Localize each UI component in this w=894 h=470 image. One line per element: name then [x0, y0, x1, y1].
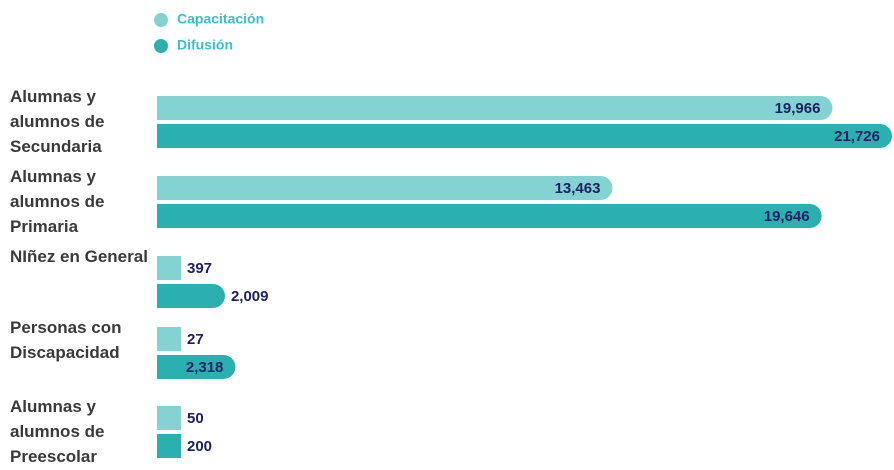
value-label: 19,646 — [764, 208, 810, 225]
category-label: Alumnas y alumnos de Secundaria — [10, 87, 105, 156]
value-label: 13,463 — [555, 180, 601, 197]
value-label: 2,009 — [231, 288, 269, 305]
value-label: 19,966 — [775, 100, 821, 117]
category-label: Alumnas y alumnos de Preescolar — [10, 397, 105, 466]
bar-square-end — [157, 204, 181, 228]
bar-square-end — [157, 124, 181, 148]
bar-square-end — [157, 327, 181, 351]
bar-square-end — [157, 284, 181, 308]
category-label: NIñez en General — [10, 247, 148, 266]
value-label: 21,726 — [834, 128, 880, 145]
bar — [157, 204, 822, 228]
value-label: 50 — [187, 410, 204, 427]
legend-swatch — [154, 13, 168, 27]
value-label: 200 — [187, 438, 212, 455]
bar-square-end — [157, 256, 181, 280]
value-label: 27 — [187, 331, 204, 348]
legend-label: Capacitación — [177, 11, 264, 27]
bar-square-end — [157, 355, 181, 379]
legend-label: Difusión — [177, 37, 233, 53]
bar-square-end — [157, 406, 181, 430]
bar — [157, 96, 833, 120]
category-label: Alumnas y alumnos de Primaria — [10, 167, 105, 236]
bar-square-end — [157, 176, 181, 200]
value-label: 397 — [187, 260, 212, 277]
value-label: 2,318 — [186, 359, 224, 376]
bar-square-end — [157, 96, 181, 120]
bar-square-end — [157, 434, 181, 458]
legend-swatch — [154, 39, 168, 53]
category-label: Personas con Discapacidad — [10, 318, 122, 362]
bar — [157, 176, 613, 200]
bar — [157, 124, 892, 148]
